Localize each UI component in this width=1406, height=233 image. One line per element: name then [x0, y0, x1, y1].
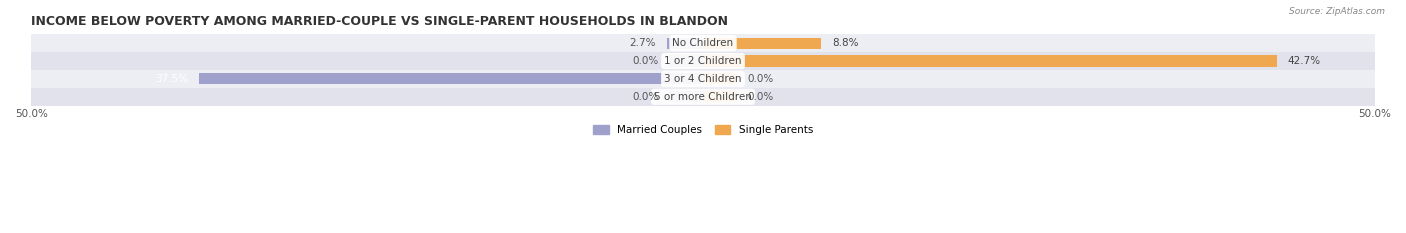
Bar: [31, 70, 1375, 88]
Text: 8.8%: 8.8%: [832, 38, 859, 48]
Text: 0.0%: 0.0%: [748, 92, 773, 102]
Bar: [31, 88, 1375, 106]
Text: 5 or more Children: 5 or more Children: [654, 92, 752, 102]
Text: 0.0%: 0.0%: [748, 74, 773, 84]
Text: 2.7%: 2.7%: [630, 38, 657, 48]
Text: Source: ZipAtlas.com: Source: ZipAtlas.com: [1289, 7, 1385, 16]
Text: 0.0%: 0.0%: [633, 56, 658, 66]
Bar: [703, 73, 737, 84]
Text: INCOME BELOW POVERTY AMONG MARRIED-COUPLE VS SINGLE-PARENT HOUSEHOLDS IN BLANDON: INCOME BELOW POVERTY AMONG MARRIED-COUPL…: [31, 15, 728, 28]
Text: 37.5%: 37.5%: [156, 74, 188, 84]
Text: No Children: No Children: [672, 38, 734, 48]
Bar: [669, 91, 703, 102]
Bar: [666, 38, 703, 49]
Text: 1 or 2 Children: 1 or 2 Children: [664, 56, 742, 66]
Text: 3 or 4 Children: 3 or 4 Children: [664, 74, 742, 84]
Legend: Married Couples, Single Parents: Married Couples, Single Parents: [589, 121, 817, 140]
Bar: [200, 73, 703, 84]
Text: 42.7%: 42.7%: [1288, 56, 1320, 66]
Bar: [703, 55, 1277, 67]
Bar: [31, 34, 1375, 52]
Bar: [703, 38, 821, 49]
Bar: [703, 91, 737, 102]
Text: 0.0%: 0.0%: [633, 92, 658, 102]
Bar: [669, 55, 703, 67]
Bar: [31, 52, 1375, 70]
